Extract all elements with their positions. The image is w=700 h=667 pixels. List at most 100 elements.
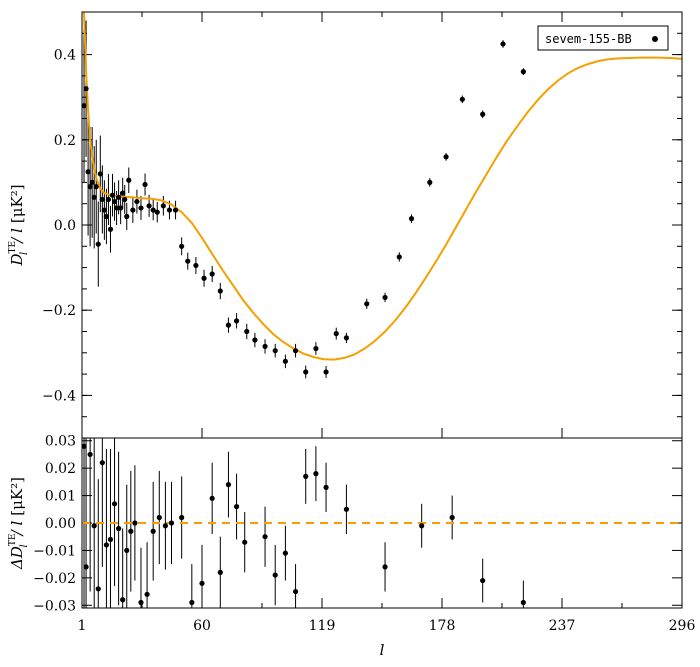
bottom-data-point: [225, 482, 232, 488]
bottom-data-point: [323, 484, 329, 490]
bottom-data-point: [343, 506, 350, 512]
bottom-data-point: [313, 471, 319, 477]
top-data-point: [89, 179, 95, 185]
top-data-point: [303, 369, 309, 375]
top-data-point: [500, 41, 506, 47]
top-data-point: [85, 169, 91, 175]
top-data-point: [323, 369, 329, 375]
top-data-point: [333, 331, 339, 337]
top-data-point: [154, 209, 160, 215]
top-data-point: [382, 294, 388, 301]
bottom-data-point: [150, 528, 156, 534]
top-data-point: [101, 207, 107, 213]
top-data-point: [105, 196, 112, 203]
top-data-point: [109, 192, 116, 198]
top-data-point: [272, 348, 278, 354]
top-data-point: [111, 198, 118, 205]
bottom-y-tick-label: −0.03: [33, 598, 76, 614]
top-data-point: [172, 207, 179, 213]
top-data-point: [118, 205, 124, 211]
bottom-panel: −0.03 −0.02 −0.01 0.00 0.01 0.02 0.03 1 60 119 17…: [8, 434, 695, 659]
model-curve: [83, 11, 683, 361]
top-y-label-sup: TE: [8, 241, 18, 254]
bottom-data-point: [179, 514, 185, 521]
x-tick-label: 119: [309, 618, 336, 634]
bottom-data-point: [209, 495, 215, 501]
top-data-point: [146, 203, 152, 209]
bottom-data-point: [480, 577, 486, 584]
top-data-point: [459, 96, 465, 102]
bottom-y-tick-label: 0.01: [45, 489, 76, 505]
top-data-point: [427, 179, 433, 185]
top-data-point: [313, 345, 319, 352]
bottom-y-label-unit: [μK²]: [8, 477, 26, 516]
bottom-data-point: [103, 542, 110, 548]
top-y-tick-label: 0.2: [54, 133, 76, 149]
top-y-label-sym: D: [8, 254, 26, 267]
top-data-point: [124, 213, 130, 220]
bottom-data-point: [162, 523, 168, 529]
top-data-point: [262, 343, 268, 350]
top-data-point: [103, 213, 110, 220]
top-data-point: [201, 275, 207, 281]
bottom-data-point: [81, 443, 87, 449]
top-data-point: [252, 337, 258, 343]
bottom-data-point: [233, 503, 240, 510]
top-data-point: [520, 69, 526, 75]
top-data-point: [408, 216, 415, 222]
bottom-data-point: [217, 569, 223, 575]
bottom-data-point: [292, 588, 299, 595]
top-data-point: [282, 358, 288, 364]
bottom-data-point: [111, 501, 118, 507]
legend-marker: [652, 36, 658, 42]
top-data-point: [97, 171, 103, 177]
top-data-point: [83, 86, 89, 92]
top-data-point: [166, 207, 173, 213]
bottom-data-point: [168, 520, 175, 526]
top-data-point: [244, 328, 250, 335]
top-y-label-unit: [μK²]: [8, 184, 26, 223]
bottom-data-point: [242, 539, 248, 545]
top-data-point: [150, 207, 156, 213]
bottom-data-point: [144, 591, 150, 597]
top-data-point: [107, 226, 114, 232]
bottom-data-points: [81, 443, 526, 606]
top-data-point: [292, 348, 299, 354]
bottom-data-point: [87, 451, 93, 458]
bottom-data-point: [189, 599, 195, 606]
top-data-point: [81, 103, 87, 109]
top-ticks: [81, 12, 683, 438]
bottom-y-tick-label: 0.03: [45, 434, 76, 450]
bottom-data-point: [124, 547, 130, 554]
bottom-panel-frame: [81, 437, 683, 609]
bottom-y-axis-label: ΔDTEl / l [μK²]: [8, 477, 30, 570]
bottom-data-point: [120, 597, 126, 603]
bottom-data-point: [262, 534, 268, 540]
bottom-data-point: [282, 550, 288, 556]
bottom-data-point: [449, 514, 455, 521]
top-data-point: [209, 271, 215, 277]
top-y-tick-label: 0.4: [54, 48, 76, 64]
x-tick-label: 296: [669, 618, 696, 634]
bottom-error-bars: [83, 438, 524, 608]
top-y-tick-label: −0.4: [42, 388, 76, 404]
top-data-point: [93, 184, 99, 190]
legend: sevem-155-BB: [537, 25, 669, 51]
x-tick-label: 60: [193, 618, 211, 634]
bottom-data-point: [520, 599, 526, 606]
top-data-point: [95, 241, 101, 247]
top-data-point: [122, 196, 128, 203]
top-y-tick-label: 0.0: [54, 218, 76, 234]
bottom-data-point: [419, 523, 425, 529]
bottom-data-point: [138, 599, 144, 606]
top-data-point: [138, 205, 144, 211]
bottom-data-point: [99, 460, 105, 466]
bottom-data-point: [116, 525, 122, 532]
top-y-axis-label: DTEl / l [μK²]: [8, 184, 30, 266]
bottom-data-point: [199, 580, 205, 586]
top-y-tick-label: −0.2: [42, 303, 76, 319]
top-data-point: [480, 111, 486, 117]
x-tick-label: 178: [429, 618, 456, 634]
bottom-y-label-sym: ΔD: [8, 546, 26, 570]
